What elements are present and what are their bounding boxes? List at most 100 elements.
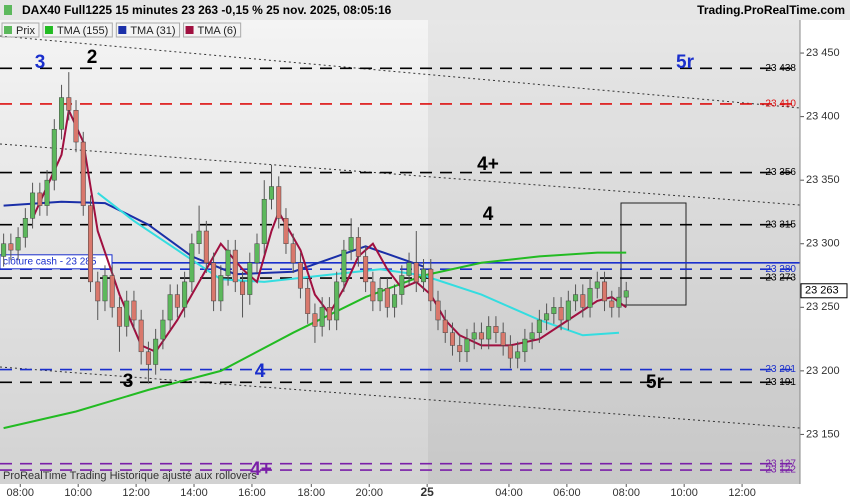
x-tick-label: 10:00 xyxy=(670,487,698,499)
candle-body xyxy=(363,256,369,283)
candle-body xyxy=(145,351,151,365)
candle-body xyxy=(297,262,303,289)
candle-body xyxy=(1,243,7,257)
candle-body xyxy=(515,351,521,359)
header-site: Trading.ProRealTime.com xyxy=(697,3,845,17)
candle-body xyxy=(544,313,550,321)
candle-body xyxy=(522,338,528,353)
annotation: 3 xyxy=(123,371,134,392)
candle-body xyxy=(196,230,202,244)
header-bar xyxy=(0,0,850,20)
y-tick-label: 23 150 xyxy=(806,428,840,440)
candle-body xyxy=(203,230,209,264)
level-label: 23 122 xyxy=(765,465,796,476)
candle-body xyxy=(406,262,412,276)
level-label: 23 201 xyxy=(765,364,796,375)
candle-body xyxy=(471,332,477,340)
candle-body xyxy=(8,243,14,251)
y-tick-label: 23 250 xyxy=(806,301,840,313)
candle-body xyxy=(174,294,180,308)
level-label: 23 127 xyxy=(765,458,796,469)
candle-body xyxy=(225,249,231,276)
candle-body xyxy=(51,129,57,181)
annotation: 3 xyxy=(35,52,46,73)
candle-body xyxy=(138,319,144,353)
candle-body xyxy=(392,294,398,308)
candle-body xyxy=(536,319,542,333)
candle-body xyxy=(153,338,159,365)
candle-body xyxy=(95,281,101,302)
candle-body xyxy=(232,249,238,283)
level-label: 23 280 xyxy=(765,264,796,275)
candle-body xyxy=(247,262,253,295)
legend-swatch xyxy=(44,26,53,34)
header-title: DAX40 Full1225 15 minutes 23 263 -0,15 %… xyxy=(22,3,392,17)
candle-body xyxy=(384,287,390,308)
x-tick-label: 20:00 xyxy=(355,487,383,499)
annotation: 4 xyxy=(255,361,266,382)
candle-body xyxy=(182,281,188,308)
candle-body xyxy=(276,186,282,219)
candle-body xyxy=(305,287,311,314)
candle-body xyxy=(80,141,86,206)
y-tick-label: 23 200 xyxy=(806,365,840,377)
candle-body xyxy=(500,332,506,346)
candle-body xyxy=(218,275,224,302)
candle-body xyxy=(493,326,499,333)
candle-body xyxy=(124,300,130,327)
candle-body xyxy=(558,307,564,321)
candle-body xyxy=(87,205,93,283)
candle-body xyxy=(442,319,448,333)
candle-body xyxy=(283,218,289,244)
candle-body xyxy=(189,243,195,283)
candle-body xyxy=(609,300,615,308)
y-tick-label: 23 300 xyxy=(806,238,840,250)
candle-body xyxy=(44,179,50,206)
legend-label: Prix xyxy=(16,25,35,37)
candle-body xyxy=(22,218,28,238)
cash-close-label: clôture cash - 23 285 xyxy=(3,256,97,267)
candle-body xyxy=(73,110,79,143)
plot-bg xyxy=(0,20,800,484)
x-tick-label: 25 xyxy=(420,485,434,499)
x-tick-label: 14:00 xyxy=(180,487,208,499)
footer: ProRealTime Trading Historique ajusté au… xyxy=(3,470,257,482)
candle-body xyxy=(449,332,455,346)
legend-swatch xyxy=(4,26,12,34)
x-axis-bg xyxy=(0,484,800,500)
legend-swatch xyxy=(185,26,194,34)
candle-body xyxy=(348,237,354,251)
last-price-label: 23 263 xyxy=(805,285,839,297)
candle-body xyxy=(15,237,21,251)
candle-body xyxy=(370,281,376,302)
annotation: 5r xyxy=(676,52,695,73)
legend-frame xyxy=(115,22,181,38)
legend-frame xyxy=(42,22,113,38)
candle-body xyxy=(594,281,600,289)
candle-body xyxy=(334,281,340,321)
legend-label: TMA (31) xyxy=(130,25,175,37)
x-tick-label: 08:00 xyxy=(7,487,35,499)
y-tick-label: 23 350 xyxy=(806,174,840,186)
level-label: 23 410 xyxy=(765,99,796,110)
annotation: 4+ xyxy=(250,459,272,480)
candle-body xyxy=(478,332,484,340)
icon xyxy=(4,5,12,15)
candle-body xyxy=(240,281,246,295)
annotation: 5r xyxy=(646,372,665,393)
candle-body xyxy=(116,307,122,327)
candle-body xyxy=(587,287,593,308)
cash-close-box xyxy=(0,254,113,270)
candle-body xyxy=(261,198,267,244)
candle-body xyxy=(254,243,260,264)
y-tick-label: 23 450 xyxy=(806,47,840,59)
candle-body xyxy=(399,275,405,295)
x-tick-label: 04:00 xyxy=(495,487,523,499)
candle-body xyxy=(623,290,629,298)
candle-body xyxy=(290,243,296,264)
candle-body xyxy=(428,268,434,302)
legend-frame xyxy=(1,22,40,38)
candle-body xyxy=(616,296,622,308)
candle-body xyxy=(66,97,72,111)
